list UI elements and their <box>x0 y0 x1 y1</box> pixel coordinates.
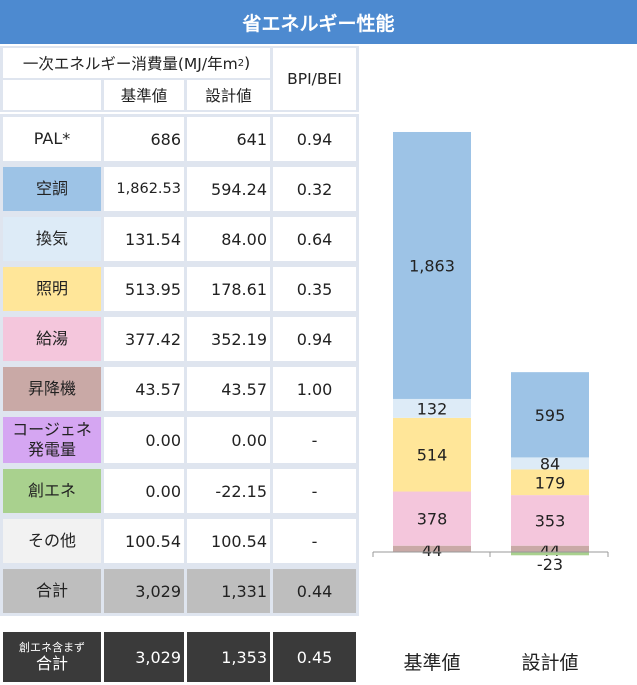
bpi-value: 0.64 <box>273 217 356 261</box>
base-value: 100.54 <box>104 519 184 563</box>
total-base-value: 3,029 <box>104 569 184 613</box>
design-value: 594.24 <box>187 167 270 211</box>
table-row-ventilation: 換気 131.54 84.00 0.64 <box>0 214 359 264</box>
total-design-value: 1,331 <box>187 569 270 613</box>
base-value: 686 <box>104 117 184 161</box>
excluding-creation-note: 創エネ含まず <box>19 640 85 654</box>
cogeneration-label-line2: 発電量 <box>27 440 76 459</box>
column-header-design: 設計値 <box>187 80 270 110</box>
bar-segment-1-6 <box>511 552 589 556</box>
total-excl-design-value: 1,353 <box>187 632 270 682</box>
bpi-value: - <box>273 469 356 513</box>
total-bpi-value: 0.44 <box>273 569 356 613</box>
row-label-other: その他 <box>3 519 101 563</box>
header-blank-cell <box>3 80 101 110</box>
base-value: 1,862.53 <box>104 167 184 211</box>
data-label-1-6: -23 <box>537 555 563 574</box>
bpi-value: 0.94 <box>273 317 356 361</box>
bpi-value: - <box>273 417 356 463</box>
design-value: 352.19 <box>187 317 270 361</box>
data-label-0-3: 514 <box>417 446 448 465</box>
category-label-0: 基準値 <box>403 652 460 674</box>
base-value: 131.54 <box>104 217 184 261</box>
design-value: 178.61 <box>187 267 270 311</box>
row-label-hvac: 空調 <box>3 167 101 211</box>
bar-segment-0-4 <box>393 398 471 418</box>
total-excl-base-value: 3,029 <box>104 632 184 682</box>
table-row-energy-creation: 創エネ 0.00 -22.15 - <box>0 466 359 516</box>
excluding-creation-total-label: 合計 <box>35 653 68 673</box>
category-label-1: 設計値 <box>521 652 578 674</box>
design-value: 84.00 <box>187 217 270 261</box>
design-value: 43.57 <box>187 367 270 411</box>
design-value: 0.00 <box>187 417 270 463</box>
bar-segment-0-5 <box>393 131 471 399</box>
energy-table-title-text: 一次エネルギー消費量(MJ/年m <box>22 55 238 73</box>
row-label-cogeneration: コージェネ 発電量 <box>3 417 101 463</box>
table-row-other: その他 100.54 100.54 - <box>0 516 359 566</box>
data-label-1-4: 84 <box>540 454 560 473</box>
bar-segment-1-4 <box>511 457 589 470</box>
row-label-pal: PAL* <box>3 117 101 161</box>
bpi-value: 0.94 <box>273 117 356 161</box>
design-value: -22.15 <box>187 469 270 513</box>
table-row-lighting: 照明 513.95 178.61 0.35 <box>0 264 359 314</box>
bar-segment-1-3 <box>511 469 589 496</box>
energy-table-title: 一次エネルギー消費量(MJ/年m 2) <box>3 48 270 78</box>
page-title: 省エネルギー性能 <box>0 0 637 44</box>
bar-segment-1-1 <box>511 545 589 552</box>
base-value: 43.57 <box>104 367 184 411</box>
bar-segment-1-5 <box>511 372 589 458</box>
table-row-cogeneration: コージェネ 発電量 0.00 0.00 - <box>0 414 359 466</box>
row-label-hot-water: 給湯 <box>3 317 101 361</box>
data-label-0-1: 44 <box>422 541 442 560</box>
base-value: 377.42 <box>104 317 184 361</box>
table-header: 一次エネルギー消費量(MJ/年m 2) 基準値 設計値 BPI/BEI <box>0 46 359 112</box>
design-value: 100.54 <box>187 519 270 563</box>
base-value: 0.00 <box>104 469 184 513</box>
table-row-elevator: 昇降機 43.57 43.57 1.00 <box>0 364 359 414</box>
data-label-1-2: 353 <box>535 511 566 530</box>
energy-table-title-close: ) <box>244 54 251 72</box>
base-value: 0.00 <box>104 417 184 463</box>
unit-superscript: 2 <box>237 57 245 69</box>
design-value: 641 <box>187 117 270 161</box>
data-label-0-4: 132 <box>417 399 448 418</box>
row-label-total-excluding-creation: 創エネ含まず 合計 <box>3 632 101 682</box>
column-header-bpi: BPI/BEI <box>273 48 356 110</box>
bar-segment-0-1 <box>393 545 471 552</box>
bpi-value: - <box>273 519 356 563</box>
bpi-value: 0.35 <box>273 267 356 311</box>
data-label-1-3: 179 <box>535 473 566 492</box>
table-row-total-excluding-creation: 創エネ含まず 合計 3,029 1,353 0.45 <box>0 629 359 685</box>
table-row-hvac: 空調 1,862.53 594.24 0.32 <box>0 164 359 214</box>
table-row-pal: PAL* 686 641 0.94 <box>0 114 359 164</box>
row-label-energy-creation: 創エネ <box>3 469 101 513</box>
data-label-0-5: 1,863 <box>409 256 455 275</box>
cogeneration-label-line1: コージェネ <box>12 420 92 439</box>
data-label-1-5: 595 <box>535 406 566 425</box>
total-excl-bpi-value: 0.45 <box>273 632 356 682</box>
table-row-total: 合計 3,029 1,331 0.44 <box>0 566 359 616</box>
row-label-ventilation: 換気 <box>3 217 101 261</box>
bar-segment-0-2 <box>393 491 471 546</box>
table-row-hot-water: 給湯 377.42 352.19 0.94 <box>0 314 359 364</box>
base-value: 513.95 <box>104 267 184 311</box>
row-label-total: 合計 <box>3 569 101 613</box>
bar-segment-0-3 <box>393 417 471 492</box>
data-label-0-2: 378 <box>417 510 448 529</box>
column-header-base: 基準値 <box>104 80 184 110</box>
row-label-elevator: 昇降機 <box>3 367 101 411</box>
bar-segment-1-2 <box>511 495 589 546</box>
row-label-lighting: 照明 <box>3 267 101 311</box>
bpi-value: 1.00 <box>273 367 356 411</box>
bpi-value: 0.32 <box>273 167 356 211</box>
